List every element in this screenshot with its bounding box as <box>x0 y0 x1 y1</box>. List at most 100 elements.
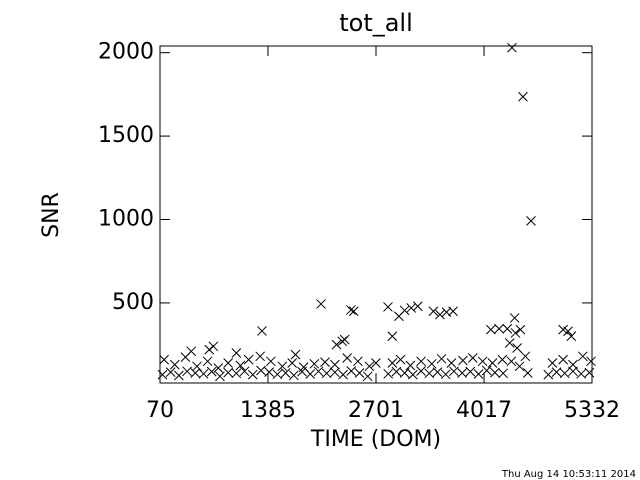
point <box>316 299 326 309</box>
point <box>458 355 468 366</box>
point <box>510 328 521 338</box>
point <box>387 331 398 342</box>
point <box>277 361 288 372</box>
point <box>490 367 500 378</box>
point <box>436 353 447 364</box>
point <box>348 306 359 317</box>
point <box>498 368 509 379</box>
point <box>477 356 488 367</box>
point <box>165 367 176 378</box>
x-axis-title: TIME (DOM) <box>310 427 441 452</box>
point <box>371 358 381 368</box>
x-tick-label: 70 <box>146 398 174 423</box>
point <box>566 331 577 342</box>
point <box>186 346 197 357</box>
point <box>543 369 554 380</box>
point <box>257 326 267 336</box>
point <box>551 367 562 378</box>
point <box>287 358 298 368</box>
point <box>526 215 536 226</box>
point <box>272 369 283 380</box>
point <box>522 368 533 378</box>
y-axis-title: SNR <box>39 192 64 238</box>
point <box>391 366 402 377</box>
plot-frame <box>159 45 593 384</box>
point <box>247 369 258 380</box>
point <box>159 354 169 365</box>
point <box>353 356 363 367</box>
point <box>339 334 350 345</box>
point <box>494 323 504 334</box>
point <box>584 367 595 378</box>
point <box>515 324 526 335</box>
timestamp: Thu Aug 14 10:53:11 2014 <box>501 469 636 480</box>
point <box>383 302 393 312</box>
point <box>507 42 517 53</box>
point <box>504 338 515 348</box>
x-tick-label: 2701 <box>348 398 404 423</box>
point <box>399 368 410 378</box>
point <box>486 324 496 335</box>
point <box>406 303 417 313</box>
point <box>223 358 233 368</box>
point <box>288 370 299 381</box>
chart-title: tot_all <box>339 9 413 37</box>
point <box>264 367 275 378</box>
point <box>255 351 266 362</box>
point <box>362 371 373 382</box>
point <box>446 358 457 368</box>
point <box>364 361 375 372</box>
point <box>586 356 596 367</box>
point <box>558 354 568 365</box>
point <box>424 368 435 379</box>
point <box>321 368 332 379</box>
point <box>448 306 458 317</box>
point <box>265 356 276 367</box>
point <box>512 343 522 353</box>
point <box>231 348 242 358</box>
point <box>204 344 215 355</box>
point <box>338 369 348 380</box>
point <box>387 358 398 368</box>
point <box>435 309 445 320</box>
point <box>449 366 459 377</box>
point <box>412 301 423 312</box>
point <box>577 351 588 362</box>
point <box>467 353 478 363</box>
point <box>174 370 184 381</box>
point <box>169 359 180 370</box>
point <box>346 366 357 376</box>
point <box>559 368 570 379</box>
point <box>518 91 528 102</box>
point <box>157 369 168 380</box>
point <box>231 368 242 379</box>
point <box>206 366 217 377</box>
y-tick-label: 1500 <box>98 123 154 148</box>
y-tick-label: 1000 <box>98 207 154 232</box>
point <box>465 366 476 377</box>
point <box>547 358 558 368</box>
point <box>313 366 324 377</box>
point <box>346 305 356 315</box>
point <box>399 305 410 316</box>
point <box>563 326 573 337</box>
point <box>514 361 525 372</box>
point <box>405 360 416 371</box>
point <box>354 368 365 378</box>
point <box>337 336 348 347</box>
y-tick-label: 2000 <box>98 40 154 65</box>
point <box>298 362 309 373</box>
x-tick-label: 5332 <box>564 398 620 423</box>
point <box>198 368 209 379</box>
point <box>330 367 340 378</box>
point <box>182 366 192 377</box>
point <box>239 366 250 377</box>
point <box>509 313 520 323</box>
point <box>576 368 587 379</box>
point <box>383 368 394 379</box>
point <box>416 366 426 376</box>
point <box>440 369 451 380</box>
point <box>395 354 406 365</box>
point <box>432 367 443 378</box>
point <box>190 368 201 378</box>
